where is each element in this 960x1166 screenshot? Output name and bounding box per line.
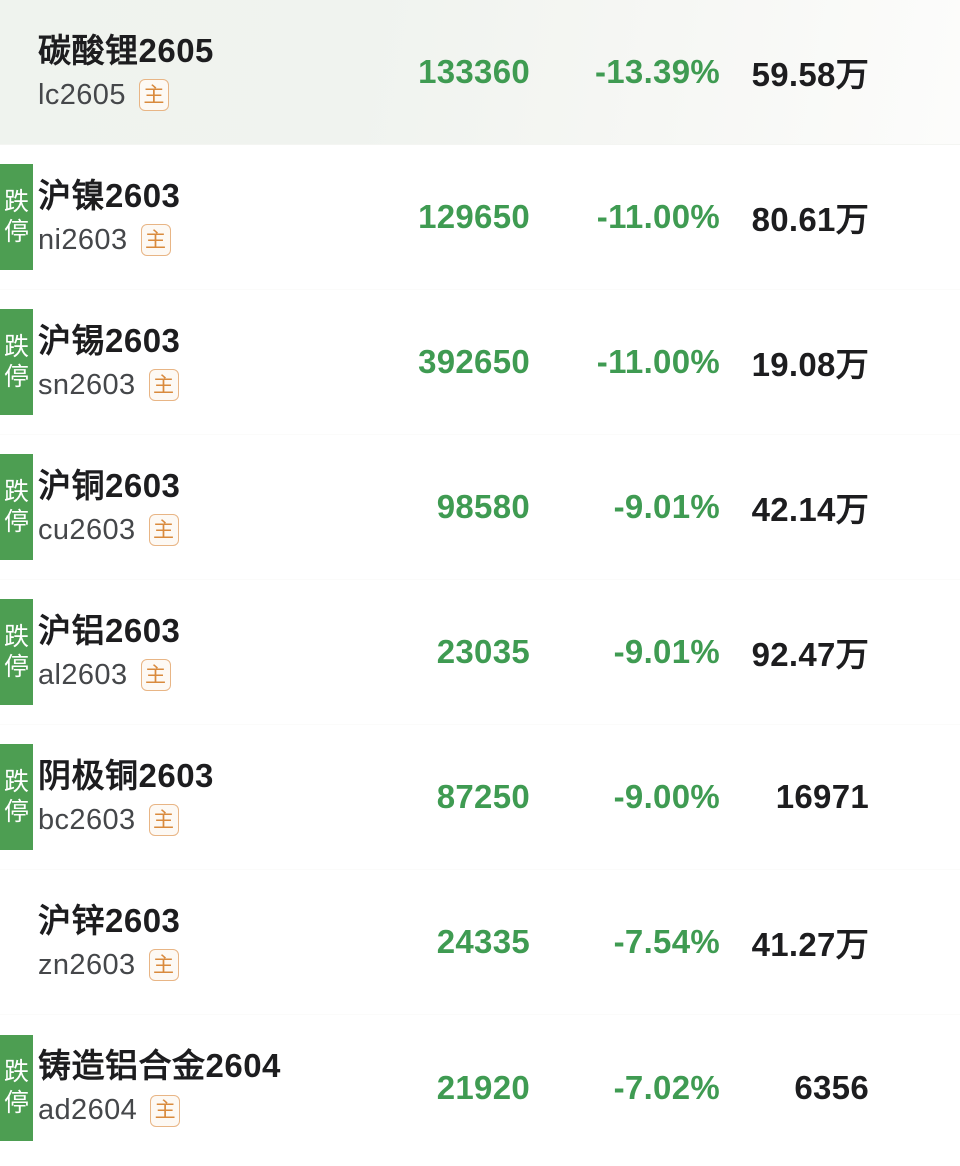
volume: 59.58万 — [751, 56, 869, 93]
instrument-name-cell[interactable]: 沪锡2603 sn2603 主 — [0, 321, 390, 402]
last-price: 87250 — [436, 778, 530, 815]
limit-down-badge: 跌停 — [0, 164, 33, 270]
instrument-name: 沪锌2603 — [38, 901, 181, 939]
change-percent: -9.00% — [613, 778, 720, 815]
instrument-name-cell[interactable]: 阴极铜2603 bc2603 主 — [0, 756, 390, 837]
change-percent: -11.00% — [596, 198, 720, 235]
limit-down-badge-char-2: 停 — [3, 798, 29, 826]
instrument-code-line: ad2604 主 — [38, 1094, 390, 1127]
last-price: 392650 — [418, 343, 530, 380]
volume: 92.47万 — [751, 636, 869, 673]
instrument-code: al2603 — [38, 658, 128, 691]
instrument-name-cell[interactable]: 沪铝2603 al2603 主 — [0, 611, 390, 692]
limit-down-badge-char-2: 停 — [3, 1088, 29, 1117]
instrument-code-line: sn2603 主 — [38, 368, 390, 402]
instrument-code-line: lc2605 主 — [38, 78, 390, 112]
instrument-name: 沪镍2603 — [38, 176, 181, 214]
last-price: 24335 — [436, 923, 530, 960]
instrument-code: lc2605 — [38, 78, 126, 111]
table-row[interactable]: 跌停铸造铝合金2604 ad2604 主 21920 -7.02% 6356 — [0, 1015, 960, 1160]
limit-down-badge-char-1: 跌 — [3, 332, 29, 361]
table-row[interactable]: 跌停阴极铜2603 bc2603 主 87250 -9.00% 16971 — [0, 725, 960, 870]
limit-down-badge-char-2: 停 — [3, 653, 29, 681]
instrument-code-line: ni2603 主 — [38, 223, 390, 257]
instrument-name-cell[interactable]: 沪镍2603 ni2603 主 — [0, 176, 390, 257]
change-percent: -13.39% — [594, 53, 720, 90]
change-percent: -9.01% — [613, 633, 720, 670]
instrument-code: ad2604 — [38, 1094, 138, 1127]
change-percent: -7.54% — [613, 923, 720, 960]
instrument-name: 沪锡2603 — [38, 321, 181, 359]
limit-down-badge-char-2: 停 — [3, 218, 29, 246]
main-contract-badge: 主 — [150, 1094, 181, 1127]
last-price: 23035 — [436, 633, 530, 670]
table-row[interactable]: 跌停沪铝2603 al2603 主 23035 -9.01% 92.47万 — [0, 580, 960, 725]
limit-down-badge-char-1: 跌 — [3, 622, 29, 651]
instrument-name: 碳酸锂2605 — [38, 31, 214, 69]
limit-down-badge-char-1: 跌 — [3, 187, 29, 216]
limit-down-badge: 跌停 — [0, 1034, 33, 1141]
main-contract-badge: 主 — [148, 804, 179, 837]
limit-down-badge: 跌停 — [0, 744, 33, 850]
limit-down-badge-char-1: 跌 — [3, 767, 29, 796]
limit-down-badge: 跌停 — [0, 599, 33, 705]
limit-down-badge-char-2: 停 — [3, 508, 29, 536]
main-contract-badge: 主 — [148, 514, 179, 547]
instrument-code-line: zn2603 主 — [38, 948, 390, 982]
limit-down-badge-char-1: 跌 — [3, 477, 29, 506]
instrument-name: 阴极铜2603 — [38, 756, 214, 794]
main-contract-badge: 主 — [140, 224, 171, 257]
table-row[interactable]: 跌停沪镍2603 ni2603 主 129650 -11.00% 80.61万 — [0, 145, 960, 290]
change-percent: -9.01% — [613, 488, 720, 525]
table-row[interactable]: 碳酸锂2605 lc2605 主 133360 -13.39% 59.58万 — [0, 0, 960, 145]
instrument-code: bc2603 — [38, 803, 136, 836]
volume: 80.61万 — [751, 201, 869, 238]
limit-down-badge-char-1: 跌 — [3, 1058, 29, 1086]
main-contract-badge: 主 — [148, 949, 179, 982]
instrument-name: 沪铝2603 — [38, 611, 181, 649]
instrument-code: cu2603 — [38, 513, 136, 546]
table-row[interactable]: 跌停沪锡2603 sn2603 主 392650 -11.00% 19.08万 — [0, 290, 960, 435]
instrument-code: zn2603 — [38, 948, 136, 981]
instrument-name-cell[interactable]: 铸造铝合金2604 ad2604 主 — [0, 1047, 390, 1127]
last-price: 129650 — [418, 198, 530, 235]
instrument-code: sn2603 — [38, 368, 136, 401]
change-percent: -7.02% — [613, 1068, 720, 1106]
main-contract-badge: 主 — [148, 369, 179, 402]
instrument-name-cell[interactable]: 沪锌2603 zn2603 主 — [0, 901, 390, 982]
volume: 41.27万 — [751, 926, 869, 963]
last-price: 98580 — [436, 488, 530, 525]
instrument-name-cell[interactable]: 碳酸锂2605 lc2605 主 — [0, 31, 390, 112]
limit-down-badge-char-2: 停 — [3, 363, 29, 391]
instrument-code-line: bc2603 主 — [38, 803, 390, 837]
table-row[interactable]: 沪锌2603 zn2603 主 24335 -7.54% 41.27万 — [0, 870, 960, 1015]
change-percent: -11.00% — [596, 343, 720, 380]
instrument-name: 沪铜2603 — [38, 466, 181, 504]
instrument-code: ni2603 — [38, 223, 128, 256]
main-contract-badge: 主 — [140, 659, 171, 692]
instrument-code-line: cu2603 主 — [38, 513, 390, 547]
volume: 42.14万 — [751, 491, 869, 528]
table-row[interactable]: 跌停沪铜2603 cu2603 主 98580 -9.01% 42.14万 — [0, 435, 960, 580]
last-price: 133360 — [418, 53, 530, 90]
instrument-name-cell[interactable]: 沪铜2603 cu2603 主 — [0, 466, 390, 547]
volume: 6356 — [794, 1068, 869, 1106]
volume: 19.08万 — [751, 346, 869, 383]
limit-down-badge: 跌停 — [0, 454, 33, 560]
instrument-code-line: al2603 主 — [38, 658, 390, 692]
limit-down-badge: 跌停 — [0, 309, 33, 415]
volume: 16971 — [775, 778, 869, 815]
last-price: 21920 — [436, 1068, 530, 1106]
instrument-name: 铸造铝合金2604 — [38, 1047, 281, 1085]
main-contract-badge: 主 — [138, 79, 169, 112]
